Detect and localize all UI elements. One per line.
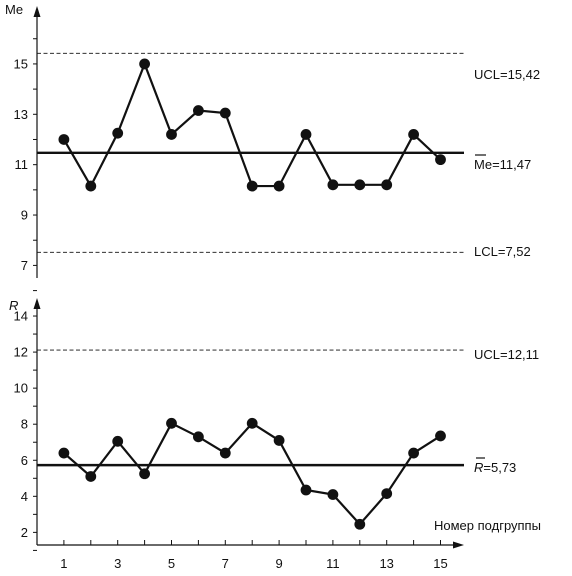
bottom-y-tick-label: 8 [21, 417, 28, 432]
top-data-point [193, 105, 204, 116]
bottom-data-point [219, 447, 231, 459]
top-data-point [408, 129, 419, 140]
bottom-data-point [193, 431, 204, 443]
x-tick-label: 7 [222, 556, 229, 571]
top-data-point [112, 127, 124, 139]
x-axis-label: Номер подгруппы [434, 518, 541, 533]
top-series-line [62, 60, 442, 189]
bottom-y-axis-arrow [33, 298, 41, 309]
bottom-data-point [435, 430, 446, 442]
top-y-axis-arrow [33, 6, 41, 17]
top-center-label: Me=11,47 [474, 157, 531, 172]
bottom-ucl-label: UCL=12,11 [474, 347, 539, 362]
x-tick-label: 1 [60, 556, 67, 571]
top-y-axis-label: Me [5, 2, 23, 17]
bottom-data-point [139, 468, 151, 480]
bottom-center-prefix: R [474, 460, 483, 475]
x-axis-arrow [453, 541, 464, 549]
bottom-y-tick-label: 12 [14, 345, 28, 360]
top-data-point [273, 180, 285, 192]
x-tick-label: 9 [275, 556, 282, 571]
x-tick-label: 5 [168, 556, 175, 571]
top-data-point [300, 129, 312, 140]
top-y-tick-label: 13 [14, 107, 28, 122]
bottom-data-point [300, 484, 312, 496]
bottom-center-value: =5,73 [483, 460, 516, 475]
top-y-tick-label: 9 [21, 208, 28, 223]
bottom-y-tick-label: 14 [14, 309, 28, 324]
bottom-y-tick-label: 10 [14, 381, 28, 396]
top-data-point [354, 179, 366, 191]
top-data-point [381, 179, 393, 191]
bottom-data-point [354, 518, 366, 530]
top-y-tick-label: 15 [14, 56, 28, 71]
bottom-y-axis-label: R [9, 298, 18, 313]
top-data-point [58, 134, 70, 145]
bottom-y-tick-label: 2 [21, 525, 28, 540]
top-center-value: =11,47 [492, 157, 531, 172]
bottom-data-point [381, 488, 393, 500]
top-y-tick-label: 7 [21, 258, 28, 273]
bottom-y-tick-label: 4 [21, 489, 28, 504]
top-ucl-label: UCL=15,42 [474, 67, 540, 82]
bottom-y-tick-label: 6 [21, 453, 28, 468]
top-y-tick-label: 11 [15, 157, 29, 172]
top-data-point [139, 58, 151, 70]
bottom-data-point [58, 447, 70, 459]
x-tick-label: 15 [433, 556, 447, 571]
bottom-data-point [112, 435, 124, 447]
bottom-center-label: R=5,73 [474, 460, 516, 475]
top-data-point [166, 129, 177, 140]
top-data-point [435, 154, 446, 166]
top-data-point [85, 180, 97, 192]
bottom-data-point [408, 447, 419, 459]
x-tick-label: 3 [114, 556, 121, 571]
x-tick-label: 13 [379, 556, 393, 571]
bottom-data-point [166, 417, 177, 429]
bottom-data-point [85, 471, 97, 482]
bottom-data-point [273, 435, 285, 446]
top-data-point [219, 107, 231, 119]
x-tick-label: 11 [326, 556, 340, 571]
bottom-data-point [327, 489, 339, 500]
top-data-point [246, 180, 258, 192]
top-center-prefix: Me [474, 157, 492, 172]
bottom-data-point [246, 417, 258, 429]
top-data-point [327, 179, 339, 191]
top-lcl-label: LCL=7,52 [474, 244, 531, 259]
